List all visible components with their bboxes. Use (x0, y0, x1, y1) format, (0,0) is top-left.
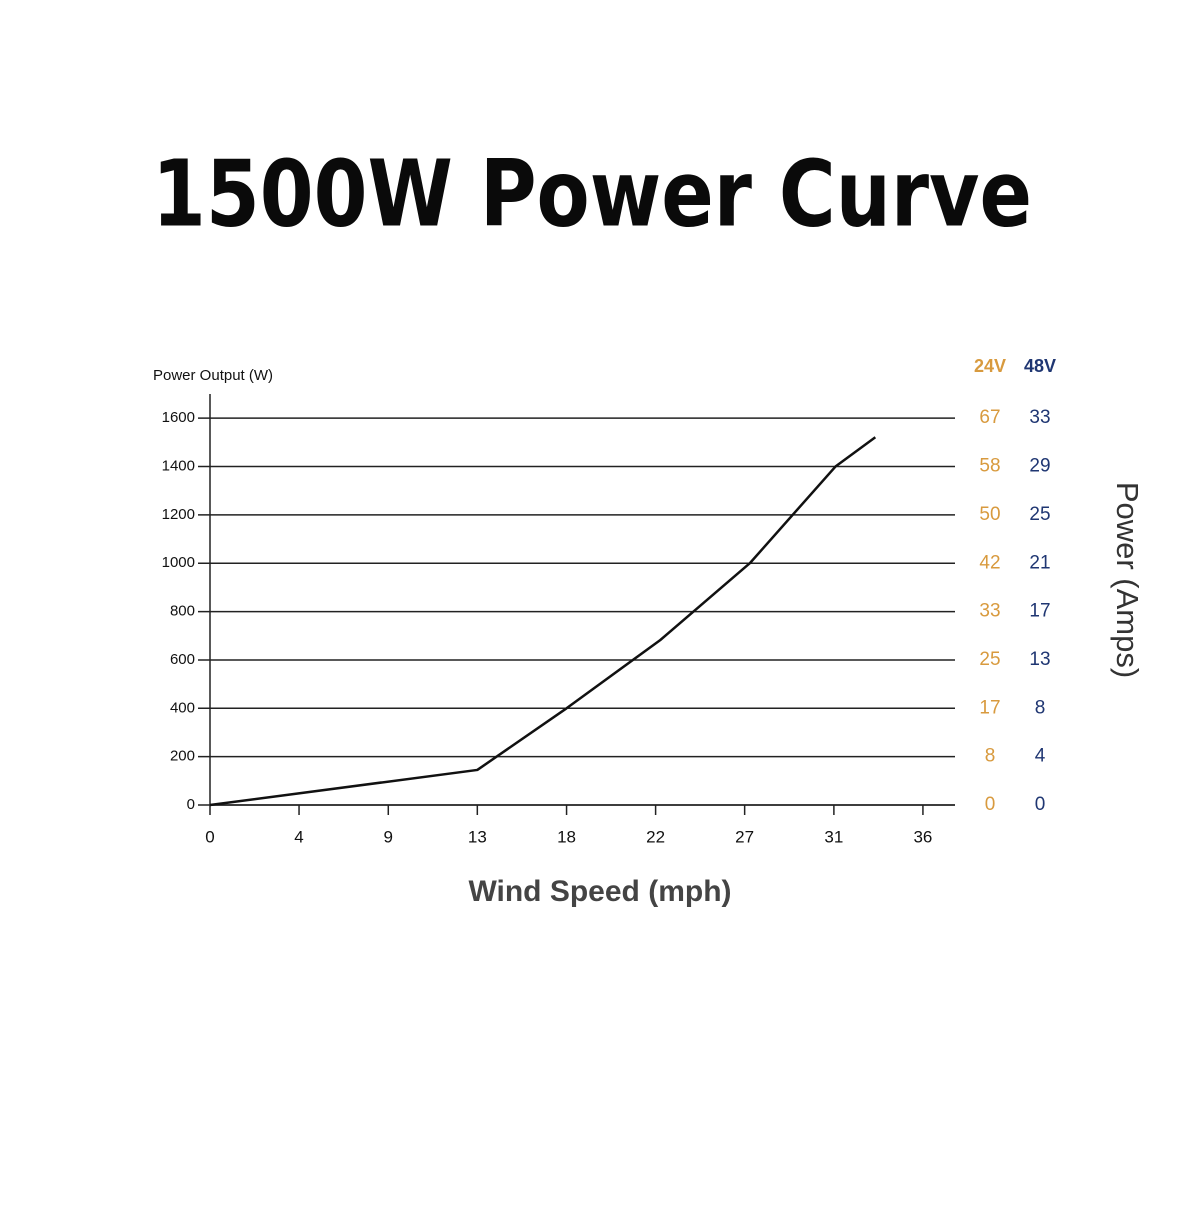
y-axis-title: Power Output (W) (153, 367, 273, 384)
y-tick-label: 1600 (162, 409, 195, 426)
x-tick-label: 9 (384, 827, 393, 846)
amp-label: 25 (979, 649, 1000, 670)
chart-title: 1500W Power Curve (152, 140, 1032, 247)
amp-label: 29 (1029, 456, 1050, 477)
y-tick-label: 800 (170, 603, 195, 620)
x-tick-label: 0 (205, 827, 214, 846)
amp-label: 67 (979, 407, 1000, 428)
x-tick-label: 4 (294, 827, 303, 846)
amp-label: 4 (1035, 746, 1046, 767)
amp-label: 21 (1029, 552, 1050, 573)
amp-label: 17 (1029, 601, 1050, 622)
amp-label: 0 (985, 794, 996, 815)
amp-label: 8 (985, 746, 996, 767)
x-axis-title: Wind Speed (mph) (468, 875, 731, 908)
amp-label: 33 (979, 601, 1000, 622)
y-tick-label: 1200 (162, 506, 195, 523)
amp-label: 42 (979, 552, 1000, 573)
amp-label: 0 (1035, 794, 1046, 815)
x-tick-label: 27 (735, 827, 754, 846)
y-tick-label: 0 (187, 796, 195, 813)
amp-label: 17 (979, 697, 1000, 718)
amp-column-header: 24V (974, 356, 1006, 376)
y-tick-label: 600 (170, 651, 195, 668)
amp-label: 25 (1029, 504, 1050, 525)
amp-label: 8 (1035, 697, 1046, 718)
data-line (209, 436, 877, 807)
y-tick-label: 1000 (162, 554, 195, 571)
x-tick-label: 18 (557, 827, 576, 846)
x-tick-label: 22 (646, 827, 665, 846)
x-tick-label: 31 (824, 827, 843, 846)
y-tick-label: 200 (170, 748, 195, 765)
amp-label: 58 (979, 456, 1000, 477)
x-tick-label: 36 (913, 827, 932, 846)
y-tick-label: 400 (170, 699, 195, 716)
y-tick-label: 1400 (162, 457, 195, 474)
amp-column-header: 48V (1024, 356, 1056, 376)
y2-axis-title: Power (Amps) (1110, 482, 1145, 678)
amp-label: 13 (1029, 649, 1050, 670)
amp-label: 33 (1029, 407, 1050, 428)
amp-label: 50 (979, 504, 1000, 525)
x-tick-label: 13 (468, 827, 487, 846)
